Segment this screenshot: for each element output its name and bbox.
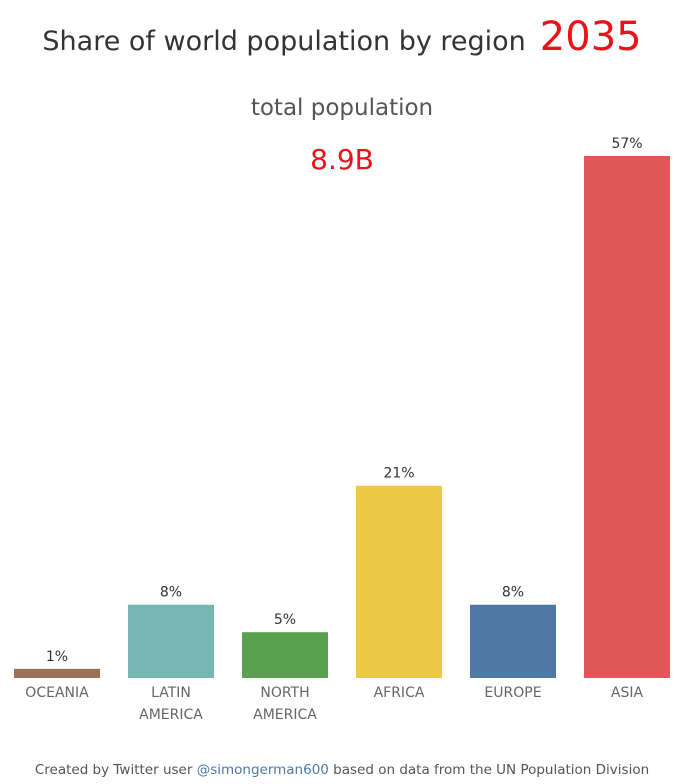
category-label-latin-america: LATIN bbox=[151, 685, 191, 701]
category-label-asia: ASIA bbox=[611, 685, 644, 701]
bar-africa bbox=[356, 485, 442, 678]
data-label-asia: 57% bbox=[611, 136, 642, 152]
category-label-africa: AFRICA bbox=[374, 685, 425, 701]
data-label-europe: 8% bbox=[502, 585, 524, 601]
footer-credit: Created by Twitter user @simongerman600 … bbox=[0, 762, 684, 778]
year-label: 2035 bbox=[539, 14, 642, 60]
twitter-handle-link[interactable]: @simongerman600 bbox=[196, 762, 329, 778]
bar-oceania bbox=[14, 668, 100, 678]
bar-chart: 1% OCEANIA 8% LATIN AMERICA 5% NORTH AMERICA 21%… bbox=[14, 136, 670, 723]
category-label-oceania: OCEANIA bbox=[25, 685, 89, 701]
footer-prefix: Created by Twitter user bbox=[34, 762, 197, 778]
chart-title: Share of world population by region bbox=[42, 26, 526, 57]
category-label-latin-america-line2: AMERICA bbox=[139, 707, 203, 723]
bar-europe bbox=[470, 604, 556, 678]
total-population-value: 8.9B bbox=[310, 143, 374, 176]
category-label-north-america: NORTH bbox=[260, 685, 309, 701]
footer-suffix: based on data from the UN Population Div… bbox=[328, 762, 650, 778]
subtitle: total population bbox=[250, 95, 434, 121]
data-label-oceania: 1% bbox=[46, 649, 68, 665]
bar-north-america bbox=[242, 632, 328, 678]
category-label-europe: EUROPE bbox=[484, 685, 541, 701]
title-row: Share of world population by region 2035 bbox=[0, 14, 684, 74]
data-label-latin-america: 8% bbox=[160, 585, 182, 601]
bar-latin-america bbox=[128, 604, 214, 678]
bar-asia bbox=[584, 156, 670, 678]
category-label-north-america-line2: AMERICA bbox=[253, 707, 317, 723]
data-label-north-america: 5% bbox=[274, 612, 296, 628]
data-label-africa: 21% bbox=[383, 466, 414, 482]
